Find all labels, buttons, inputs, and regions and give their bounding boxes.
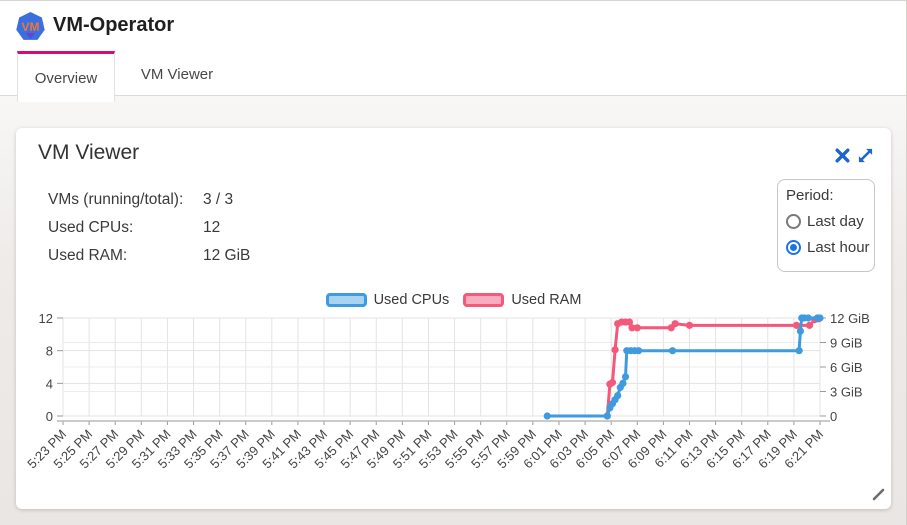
- chart-legend: Used CPUs Used RAM: [16, 292, 891, 308]
- stat-value: 3 / 3: [203, 191, 234, 208]
- svg-text:0: 0: [830, 409, 837, 424]
- app-title: VM-Operator: [53, 14, 175, 36]
- svg-text:8: 8: [46, 344, 53, 359]
- radio-last-hour[interactable]: [786, 239, 801, 255]
- radio-label: Last hour: [807, 238, 870, 256]
- close-icon[interactable]: [834, 147, 851, 164]
- period-option-0[interactable]: Last day: [786, 208, 866, 234]
- stat-value: 12: [203, 219, 221, 236]
- period-selector: Period: Last day Last hour: [777, 179, 875, 272]
- stat-label: Used RAM:: [48, 247, 128, 264]
- stat-row-ram: Used RAM: 12 GiB: [48, 242, 250, 270]
- chart-svg[interactable]: 5:23 PM5:25 PM5:27 PM5:29 PM5:31 PM5:33 …: [16, 309, 891, 499]
- logo-text: VM: [21, 19, 40, 34]
- card-title: VM Viewer: [38, 141, 140, 164]
- app-header: VM VM-Operator Overview VM Viewer: [0, 1, 906, 102]
- maximize-icon[interactable]: [857, 147, 874, 164]
- legend-item-used-cpus[interactable]: Used CPUs: [325, 292, 450, 308]
- period-option-1[interactable]: Last hour: [786, 234, 870, 260]
- tab-vm-viewer-label: VM Viewer: [140, 66, 214, 83]
- svg-text:3 GiB: 3 GiB: [830, 385, 863, 400]
- period-label: Period:: [786, 187, 834, 204]
- svg-text:0: 0: [46, 409, 53, 424]
- stat-label: VMs (running/total):: [48, 191, 184, 208]
- stats-block: VMs (running/total): 3 / 3 Used CPUs: 12…: [48, 186, 250, 270]
- logo-accent: [26, 33, 35, 39]
- stat-label: Used CPUs:: [48, 219, 134, 236]
- app-logo-icon: VM: [16, 12, 45, 40]
- tab-vm-viewer[interactable]: VM Viewer: [127, 54, 227, 95]
- svg-text:12: 12: [39, 311, 53, 326]
- stat-row-vms: VMs (running/total): 3 / 3: [48, 186, 250, 214]
- tab-overview-label: Overview: [34, 69, 98, 87]
- legend-item-used-ram[interactable]: Used RAM: [463, 292, 581, 308]
- legend-swatch-cpus: [325, 293, 367, 307]
- main-area: VM Viewer VMs (running/total): 3 / 3: [0, 96, 906, 525]
- stat-row-cpus: Used CPUs: 12: [48, 214, 250, 242]
- svg-text:6 GiB: 6 GiB: [830, 360, 863, 375]
- svg-text:4: 4: [46, 376, 53, 391]
- stat-value: 12 GiB: [203, 247, 251, 264]
- svg-text:9 GiB: 9 GiB: [830, 336, 863, 351]
- legend-label: Used CPUs: [373, 292, 450, 308]
- radio-label: Last day: [807, 212, 864, 230]
- resize-handle-icon[interactable]: [870, 486, 886, 502]
- legend-swatch-ram: [463, 293, 505, 307]
- legend-label: Used RAM: [511, 292, 582, 308]
- radio-last-day[interactable]: [786, 213, 801, 229]
- vm-viewer-card: VM Viewer VMs (running/total): 3 / 3: [16, 128, 891, 509]
- svg-text:12 GiB: 12 GiB: [830, 311, 870, 326]
- tab-overview[interactable]: Overview: [17, 51, 115, 102]
